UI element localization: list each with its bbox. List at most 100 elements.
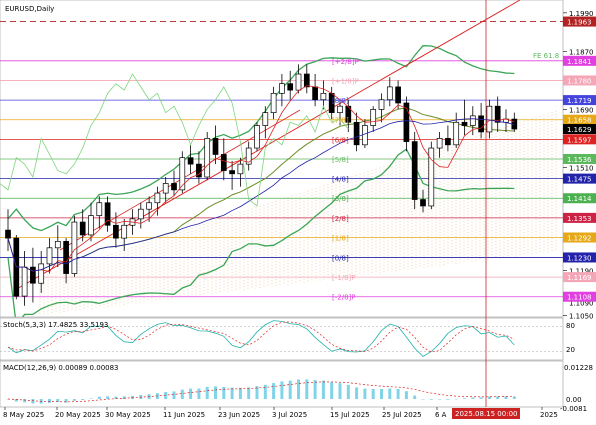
macd-bar <box>197 388 201 399</box>
candle[interactable] <box>220 138 227 181</box>
price-label-text: 1.1353 <box>567 215 592 223</box>
stochastic-pane[interactable] <box>0 317 564 361</box>
candle[interactable] <box>345 99 352 132</box>
candle[interactable] <box>196 151 202 184</box>
candle[interactable] <box>63 238 69 284</box>
candle[interactable] <box>337 99 343 126</box>
macd-bar <box>396 388 400 399</box>
price-label-badge <box>563 272 596 283</box>
candle[interactable] <box>478 102 484 139</box>
macd-bar <box>363 388 367 399</box>
macd-bar <box>454 398 458 400</box>
candle[interactable] <box>179 151 186 194</box>
candle[interactable] <box>204 131 211 181</box>
macd-bar <box>106 396 110 399</box>
price-label-text: 1.1414 <box>567 195 592 203</box>
murrey-label: [4/8] <box>332 176 349 184</box>
candle[interactable] <box>79 209 86 242</box>
macd-bar <box>172 391 176 399</box>
candle[interactable] <box>154 186 161 216</box>
price-label-badge <box>563 291 596 302</box>
time-tick-label: 2025 <box>540 411 558 419</box>
candle[interactable] <box>104 196 111 232</box>
murrey-label: [2/8] <box>332 215 349 223</box>
candle[interactable] <box>403 96 410 152</box>
candle[interactable] <box>46 238 53 274</box>
candle[interactable] <box>245 141 252 171</box>
price-label-text: 1.1536 <box>567 156 592 164</box>
macd-bar <box>114 396 118 399</box>
candle[interactable] <box>303 64 310 94</box>
ichimoku-cloud <box>39 110 557 316</box>
macd-bar <box>321 380 325 399</box>
candle[interactable] <box>254 122 260 152</box>
candle[interactable] <box>71 215 78 277</box>
candle[interactable] <box>270 86 277 120</box>
time-tick-label: 30 May 2025 <box>105 411 151 419</box>
candle[interactable] <box>353 112 360 152</box>
candle[interactable] <box>469 106 476 136</box>
stochastic-lines <box>0 320 563 357</box>
price-label-badge <box>563 252 596 263</box>
macd-bar <box>429 399 433 400</box>
candle[interactable] <box>30 247 36 303</box>
candle[interactable] <box>212 125 219 165</box>
candle[interactable] <box>96 196 103 229</box>
candle[interactable] <box>121 218 128 252</box>
candle[interactable] <box>162 177 169 203</box>
candle[interactable] <box>453 112 460 149</box>
candle[interactable] <box>378 93 385 123</box>
candle[interactable] <box>229 160 235 190</box>
candle[interactable] <box>38 251 45 293</box>
candle[interactable] <box>279 74 285 107</box>
candle[interactable] <box>486 99 493 139</box>
macd-bar <box>512 396 516 399</box>
candle[interactable] <box>445 125 451 152</box>
macd-tick-top: 0.01228 <box>564 364 593 372</box>
candle[interactable] <box>386 77 393 107</box>
stoch-label: Stoch(5,3,3) 17.4825 33.5193 <box>3 321 108 329</box>
candle[interactable] <box>113 212 119 248</box>
candle[interactable] <box>287 70 294 100</box>
murrey-label: [5/8] <box>332 156 349 164</box>
macd-tick-zero: 0.00 <box>566 396 582 404</box>
candle[interactable] <box>171 170 177 197</box>
price-tick: 1.1050 <box>569 312 594 320</box>
macd-bar <box>180 389 184 399</box>
macd-bar <box>380 388 383 399</box>
candle[interactable] <box>428 141 435 210</box>
time-tick-label: 25 Jul 2025 <box>382 411 422 419</box>
candle[interactable] <box>237 157 244 187</box>
time-tick-label: 8 May 2025 <box>3 411 44 419</box>
macd-bar <box>64 399 68 403</box>
candle[interactable] <box>436 131 443 158</box>
macd-bar <box>446 399 450 400</box>
candle[interactable] <box>320 80 327 110</box>
candle[interactable] <box>88 202 94 242</box>
candle[interactable] <box>137 202 144 229</box>
candle[interactable] <box>146 196 152 223</box>
candle[interactable] <box>494 96 501 132</box>
candle[interactable] <box>370 106 377 132</box>
chikou-span <box>0 73 349 207</box>
macd-bar <box>297 379 300 399</box>
macd-bar <box>222 386 226 399</box>
price-label-text: 1.1841 <box>567 58 592 66</box>
murrey-label: [6/8] <box>332 136 349 144</box>
fe-label: FE 61.8 <box>533 52 559 60</box>
candle[interactable] <box>461 99 468 136</box>
candle[interactable] <box>295 64 302 94</box>
candle[interactable] <box>262 106 269 139</box>
macd-bar <box>164 392 168 399</box>
price-label-badge <box>563 75 596 86</box>
candle[interactable] <box>411 131 418 210</box>
candle[interactable] <box>54 225 61 268</box>
macd-bar <box>263 384 267 399</box>
candle[interactable] <box>420 189 426 213</box>
macd-bar <box>56 399 60 402</box>
macd-bar <box>421 399 425 400</box>
candle[interactable] <box>187 144 194 174</box>
main-price-pane[interactable] <box>0 0 564 318</box>
cursor-time-badge <box>452 408 520 419</box>
